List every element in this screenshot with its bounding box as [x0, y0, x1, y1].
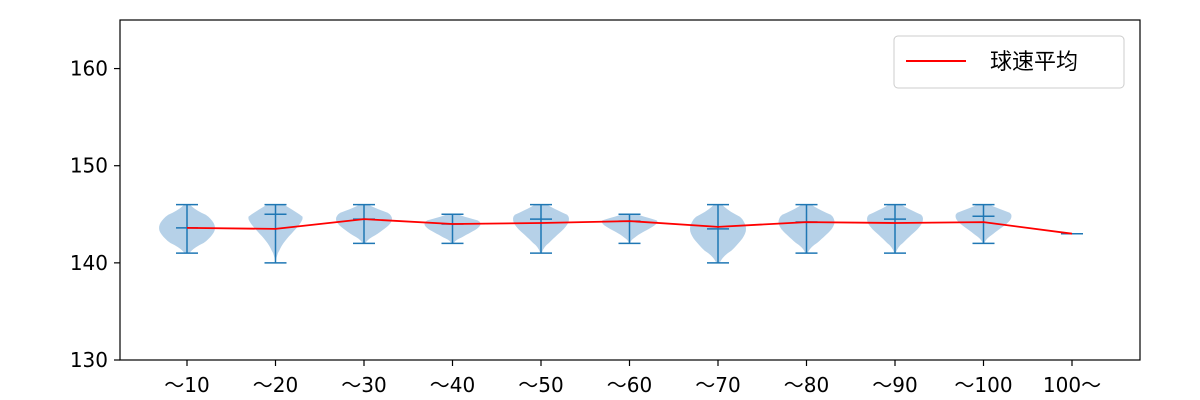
x-tick-label: 〜20: [253, 373, 298, 397]
mean-line-group: [186, 218, 1073, 235]
x-tick-label: 〜50: [518, 373, 563, 397]
y-tick-label: 130: [70, 348, 108, 372]
x-tick-label: 〜70: [695, 373, 740, 397]
x-tick-label: 〜60: [607, 373, 652, 397]
x-tick-label: 〜90: [872, 373, 917, 397]
y-axis: 130 140 150 160: [70, 57, 120, 372]
violin-group: [159, 204, 1012, 263]
x-tick-label: 〜10: [164, 373, 209, 397]
x-tick-label: 〜80: [784, 373, 829, 397]
x-tick-label: 100〜: [1043, 373, 1101, 397]
x-tick-label: 〜30: [341, 373, 386, 397]
legend-label: 球速平均: [990, 50, 1078, 75]
x-tick-label: 〜40: [430, 373, 475, 397]
x-tick-label: 〜100: [954, 373, 1012, 397]
mean-line: [186, 218, 1073, 235]
y-tick-label: 140: [70, 251, 108, 275]
x-axis: 〜10 〜20 〜30 〜40 〜50 〜60 〜70 〜80 〜90 〜100 100〜: [164, 360, 1101, 397]
range-bars-group: [176, 203, 1083, 264]
y-tick-label: 150: [70, 154, 108, 178]
y-tick-label: 160: [70, 57, 108, 81]
legend: 球速平均: [893, 35, 1125, 89]
legend-box: [893, 35, 1125, 89]
